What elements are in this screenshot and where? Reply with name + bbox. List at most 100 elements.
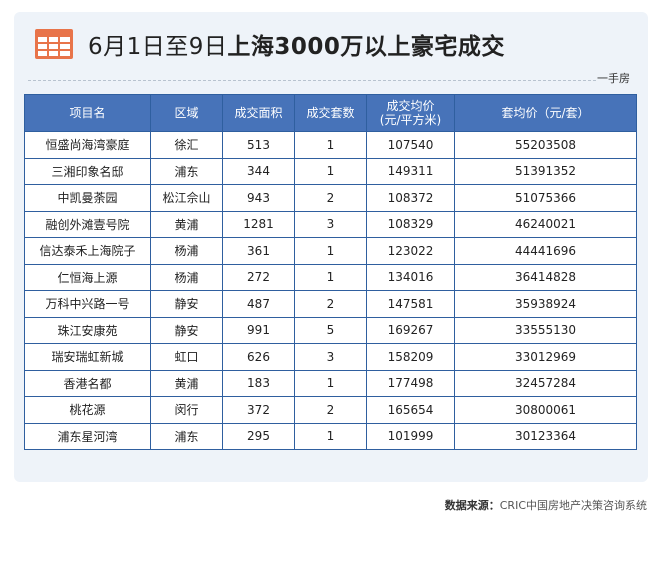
cell-units: 1 [294, 237, 367, 265]
cell-units: 1 [294, 422, 367, 450]
cell-area: 513 [222, 131, 295, 159]
cell-area: 183 [222, 369, 295, 397]
cell-district: 黄浦 [150, 369, 223, 397]
cell-price-per-unit: 33012969 [454, 343, 637, 371]
cell-project-name: 珠江安康苑 [24, 316, 151, 344]
cell-price-per-sqm: 107540 [366, 131, 455, 159]
cell-price-per-unit: 30123364 [454, 422, 637, 450]
cell-units: 5 [294, 316, 367, 344]
market-type-label: 一手房 [597, 72, 630, 85]
cell-district: 闵行 [150, 396, 223, 424]
cell-price-per-sqm: 169267 [366, 316, 455, 344]
cell-price-per-sqm: 123022 [366, 237, 455, 265]
cell-area: 372 [222, 396, 295, 424]
cell-price-per-unit: 30800061 [454, 396, 637, 424]
cell-price-per-sqm: 134016 [366, 263, 455, 291]
cell-area: 295 [222, 422, 295, 450]
cell-units: 1 [294, 263, 367, 291]
title-date-range: 6月1日至9日 [88, 34, 228, 60]
cell-district: 黄浦 [150, 210, 223, 238]
cell-price-per-sqm: 149311 [366, 157, 455, 185]
cell-price-per-unit: 35938924 [454, 290, 637, 318]
cell-units: 3 [294, 210, 367, 238]
cell-price-per-sqm: 158209 [366, 343, 455, 371]
cell-area: 361 [222, 237, 295, 265]
table-row: 三湘印象名邸 浦东 344 1 149311 51391352 [24, 157, 637, 185]
cell-project-name: 中凯曼荼园 [24, 184, 151, 212]
header-district: 区域 [150, 94, 223, 132]
cell-project-name: 融创外滩壹号院 [24, 210, 151, 238]
cell-area: 943 [222, 184, 295, 212]
cell-project-name: 信达泰禾上海院子 [24, 237, 151, 265]
cell-district: 浦东 [150, 157, 223, 185]
table-row: 恒盛尚海湾豪庭 徐汇 513 1 107540 55203508 [24, 131, 637, 159]
cell-units: 1 [294, 157, 367, 185]
cell-price-per-unit: 32457284 [454, 369, 637, 397]
cell-price-per-sqm: 177498 [366, 369, 455, 397]
data-source-text: CRIC中国房地产决策咨询系统 [499, 499, 647, 512]
cell-price-per-unit: 51391352 [454, 157, 637, 185]
cell-units: 2 [294, 396, 367, 424]
cell-units: 1 [294, 369, 367, 397]
cell-project-name: 万科中兴路一号 [24, 290, 151, 318]
cell-units: 1 [294, 131, 367, 159]
header-area: 成交面积 [222, 94, 295, 132]
cell-district: 浦东 [150, 422, 223, 450]
table-icon [35, 29, 73, 59]
cell-project-name: 瑞安瑞虹新城 [24, 343, 151, 371]
page-title: 6月1日至9日上海3000万以上豪宅成交 [88, 27, 505, 61]
table-row: 珠江安康苑 静安 991 5 169267 33555130 [24, 316, 637, 344]
cell-project-name: 香港名都 [24, 369, 151, 397]
header-project-name: 项目名 [24, 94, 151, 132]
cell-units: 3 [294, 343, 367, 371]
cell-district: 静安 [150, 290, 223, 318]
cell-price-per-unit: 36414828 [454, 263, 637, 291]
table-row: 融创外滩壹号院 黄浦 1281 3 108329 46240021 [24, 210, 637, 238]
cell-district: 虹口 [150, 343, 223, 371]
cell-district: 静安 [150, 316, 223, 344]
table-row: 瑞安瑞虹新城 虹口 626 3 158209 33012969 [24, 343, 637, 371]
cell-units: 2 [294, 184, 367, 212]
table-row: 香港名都 黄浦 183 1 177498 32457284 [24, 369, 637, 397]
cell-district: 杨浦 [150, 263, 223, 291]
cell-district: 徐汇 [150, 131, 223, 159]
cell-area: 344 [222, 157, 295, 185]
cell-price-per-unit: 33555130 [454, 316, 637, 344]
data-source: 数据来源：CRIC中国房地产决策咨询系统 [445, 497, 647, 513]
cell-area: 487 [222, 290, 295, 318]
cell-area: 626 [222, 343, 295, 371]
table-row: 万科中兴路一号 静安 487 2 147581 35938924 [24, 290, 637, 318]
table-body: 恒盛尚海湾豪庭 徐汇 513 1 107540 55203508 三湘印象名邸 浦东 344 1 1… [24, 131, 637, 450]
cell-price-per-sqm: 108329 [366, 210, 455, 238]
title-row: 6月1日至9日上海3000万以上豪宅成交 [34, 22, 505, 66]
transactions-table: 项目名 区域 成交面积 成交套数 成交均价 (元/平方米) 套均价（元/套） 恒… [24, 94, 637, 450]
table-row: 信达泰禾上海院子 杨浦 361 1 123022 44441696 [24, 237, 637, 265]
cell-price-per-sqm: 101999 [366, 422, 455, 450]
cell-price-per-unit: 55203508 [454, 131, 637, 159]
cell-units: 2 [294, 290, 367, 318]
cell-project-name: 恒盛尚海湾豪庭 [24, 131, 151, 159]
cell-area: 1281 [222, 210, 295, 238]
title-headline: 上海3000万以上豪宅成交 [227, 34, 505, 60]
header-price-per-sqm: 成交均价 (元/平方米) [366, 94, 455, 132]
header-price-per-unit: 套均价（元/套） [454, 94, 637, 132]
cell-area: 272 [222, 263, 295, 291]
table-row: 中凯曼荼园 松江佘山 943 2 108372 51075366 [24, 184, 637, 212]
cell-district: 松江佘山 [150, 184, 223, 212]
cell-price-per-unit: 51075366 [454, 184, 637, 212]
cell-district: 杨浦 [150, 237, 223, 265]
cell-price-per-sqm: 147581 [366, 290, 455, 318]
table-row: 仁恒海上源 杨浦 272 1 134016 36414828 [24, 263, 637, 291]
table-row: 浦东星河湾 浦东 295 1 101999 30123364 [24, 422, 637, 450]
table-row: 桃花源 闵行 372 2 165654 30800061 [24, 396, 637, 424]
cell-price-per-sqm: 165654 [366, 396, 455, 424]
cell-price-per-sqm: 108372 [366, 184, 455, 212]
cell-price-per-unit: 44441696 [454, 237, 637, 265]
dashed-divider [28, 80, 596, 81]
cell-price-per-unit: 46240021 [454, 210, 637, 238]
cell-project-name: 浦东星河湾 [24, 422, 151, 450]
header-units: 成交套数 [294, 94, 367, 132]
cell-area: 991 [222, 316, 295, 344]
cell-project-name: 仁恒海上源 [24, 263, 151, 291]
table-header-row: 项目名 区域 成交面积 成交套数 成交均价 (元/平方米) 套均价（元/套） [24, 94, 637, 132]
